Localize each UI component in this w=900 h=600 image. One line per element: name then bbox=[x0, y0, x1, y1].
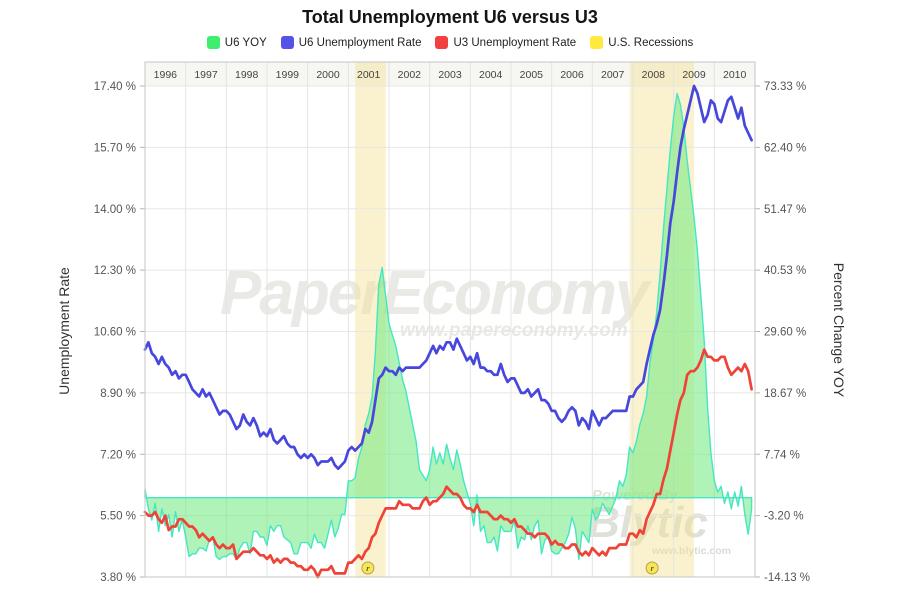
right-axis-tick-label: 51.47 % bbox=[764, 204, 806, 216]
left-axis-tick-label: 8.90 % bbox=[100, 388, 136, 400]
year-label: 2007 bbox=[601, 69, 625, 81]
year-label: 1996 bbox=[154, 69, 178, 81]
legend-swatch-icon bbox=[590, 36, 604, 49]
year-label: 2002 bbox=[398, 69, 422, 81]
plot-border bbox=[144, 61, 756, 578]
right-axis-tick-label: 18.67 % bbox=[764, 388, 806, 400]
year-label: 2003 bbox=[438, 69, 462, 81]
right-axis-tick-label: 62.40 % bbox=[764, 142, 806, 154]
year-label: 2009 bbox=[682, 69, 706, 81]
left-axis-tick-label: 15.70 % bbox=[94, 142, 136, 154]
left-axis-tick-label: 12.30 % bbox=[94, 265, 136, 277]
right-axis-tick-label: -3.20 % bbox=[764, 511, 804, 523]
recession-marker[interactable] bbox=[361, 561, 375, 575]
recession-marker-label: r bbox=[366, 563, 370, 573]
u6-rate-line bbox=[143, 84, 753, 471]
year-label: 2010 bbox=[723, 69, 747, 81]
recession-marker-label: r bbox=[650, 563, 654, 573]
year-label: 1999 bbox=[276, 69, 300, 81]
right-axis-tick-label: -14.13 % bbox=[764, 572, 810, 584]
recession-marker[interactable] bbox=[645, 561, 659, 575]
u6-yoy-area bbox=[144, 92, 753, 561]
legend-swatch-icon bbox=[435, 36, 449, 49]
left-axis-tick-label: 5.50 % bbox=[100, 511, 136, 523]
right-axis-tick-label: 73.33 % bbox=[764, 81, 806, 93]
legend-swatch-icon bbox=[280, 36, 294, 49]
year-label: 2004 bbox=[479, 69, 503, 81]
legend-item-1: U6 Unemployment Rate bbox=[280, 36, 422, 49]
right-axis-tick-label: 7.74 % bbox=[764, 449, 800, 461]
year-label-band bbox=[145, 62, 755, 86]
legend-label: U6 YOY bbox=[224, 36, 267, 49]
legend: U6 YOY U6 Unemployment Rate U3 Unemploymen… bbox=[0, 36, 900, 49]
legend-label: U.S. Recessions bbox=[608, 36, 694, 49]
year-label: 1998 bbox=[235, 69, 259, 81]
right-axis-tick-label: 29.60 % bbox=[764, 327, 806, 339]
legend-label: U6 Unemployment Rate bbox=[298, 36, 422, 49]
legend-swatch-icon bbox=[206, 36, 220, 49]
year-label: 2008 bbox=[642, 69, 666, 81]
legend-label: U3 Unemployment Rate bbox=[453, 36, 577, 49]
left-axis-tick-label: 3.80 % bbox=[100, 572, 136, 584]
left-axis-tick-label: 7.20 % bbox=[100, 449, 136, 461]
year-label: 2005 bbox=[520, 69, 544, 81]
legend-item-3: U.S. Recessions bbox=[590, 36, 693, 49]
u3-rate-line bbox=[143, 348, 753, 579]
left-axis-tick-label: 14.00 % bbox=[94, 204, 136, 216]
right-axis-title: Percent Change YOY bbox=[831, 262, 847, 398]
year-label: 1997 bbox=[194, 69, 218, 81]
right-axis-tick-label: 40.53 % bbox=[764, 265, 806, 277]
left-axis-tick-label: 17.40 % bbox=[94, 81, 136, 93]
year-label: 2001 bbox=[357, 69, 381, 81]
year-label: 2006 bbox=[560, 69, 584, 81]
legend-item-0: U6 YOY bbox=[206, 36, 267, 49]
left-axis-title: Unemployment Rate bbox=[56, 267, 72, 395]
legend-item-2: U3 Unemployment Rate bbox=[435, 36, 576, 49]
year-label: 2000 bbox=[316, 69, 340, 81]
left-axis-tick-label: 10.60 % bbox=[94, 327, 136, 339]
chart-title: Total Unemployment U6 versus U3 bbox=[302, 7, 598, 27]
